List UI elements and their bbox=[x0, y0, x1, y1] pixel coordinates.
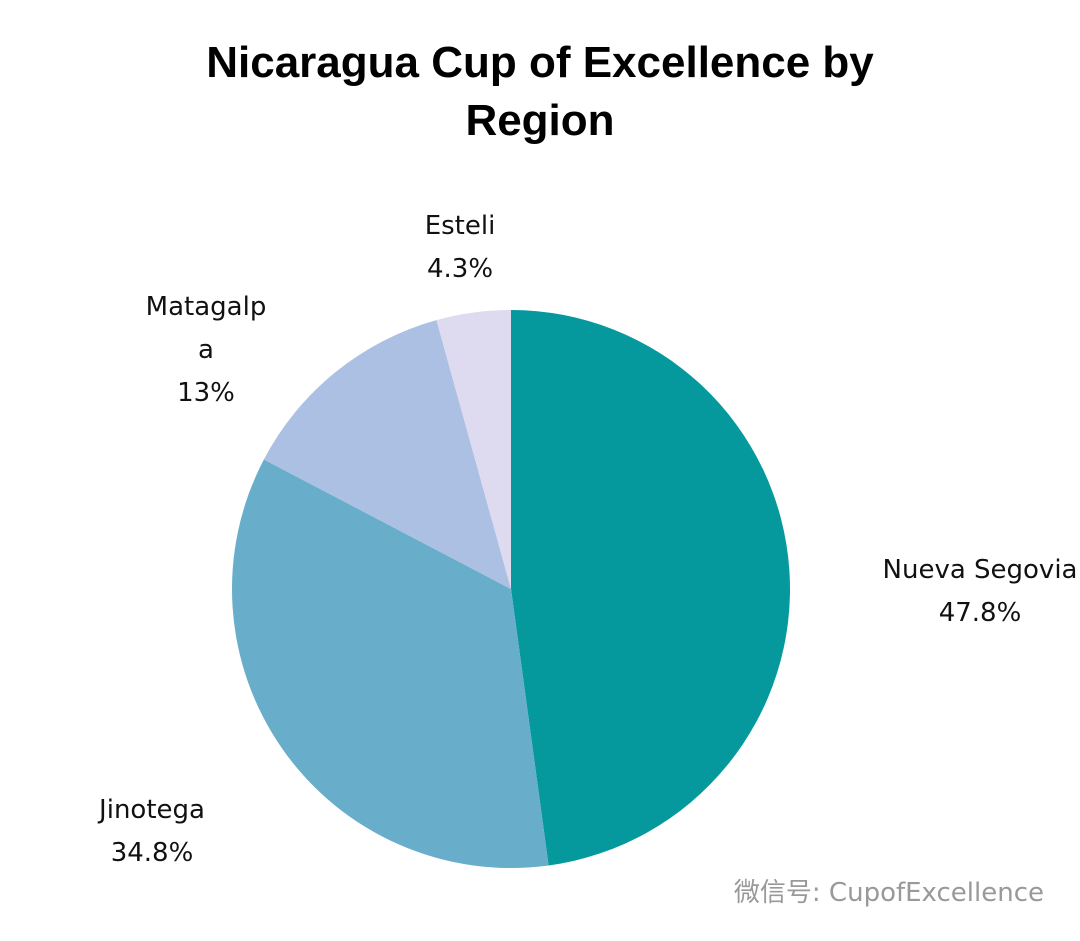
category-label: Nueva Segovia bbox=[882, 555, 1078, 585]
pie-slice bbox=[232, 459, 549, 868]
slice-label: Esteli 4.3% bbox=[360, 205, 560, 291]
value-label: 4.3% bbox=[426, 254, 494, 284]
slice-label: Jinotega 34.8% bbox=[52, 789, 252, 875]
category-label: Matagalpa bbox=[145, 292, 267, 365]
slice-label: Nueva Segovia 47.8% bbox=[880, 549, 1080, 635]
category-label: Jinotega bbox=[99, 795, 205, 825]
value-label: 34.8% bbox=[110, 838, 194, 868]
value-label: 47.8% bbox=[938, 598, 1022, 628]
pie-slice bbox=[263, 320, 511, 589]
watermark: 微信号: CupofExcellence bbox=[733, 878, 1044, 908]
value-label: 13% bbox=[177, 378, 235, 408]
chart-title: Nicaragua Cup of Excellence by Region bbox=[206, 38, 874, 145]
pie-slice bbox=[436, 310, 511, 589]
slice-label: Matagalpa 13% bbox=[141, 286, 271, 415]
pie-slice bbox=[511, 310, 790, 866]
category-label: Esteli bbox=[424, 211, 496, 241]
